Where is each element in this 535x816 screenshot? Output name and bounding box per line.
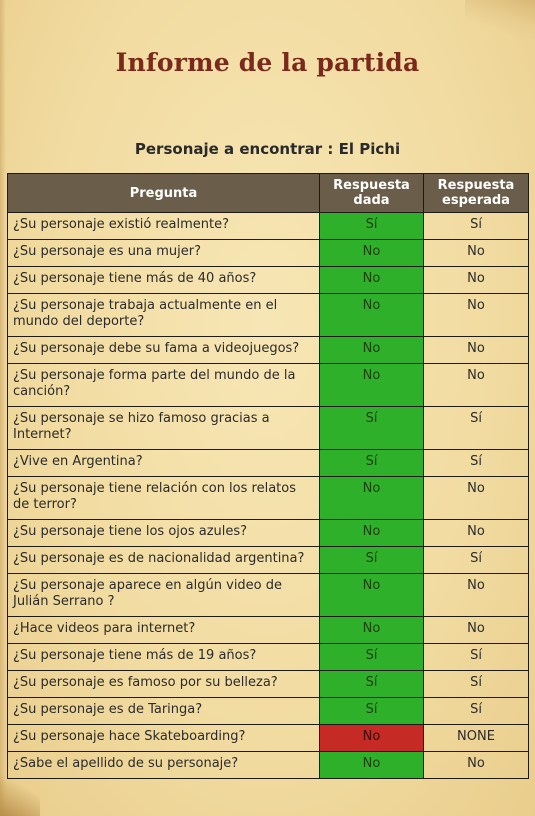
given-answer-cell: Sí <box>319 546 424 574</box>
table-row: ¿Sabe el apellido de su personaje? No No <box>7 751 529 779</box>
table-row: ¿Su personaje tiene relación con los rel… <box>7 476 529 520</box>
table-row: ¿Su personaje forma parte del mundo de l… <box>7 363 529 407</box>
question-cell: ¿Su personaje tiene más de 40 años? <box>7 266 320 294</box>
table-row: ¿Su personaje es de Taringa? Sí Sí <box>7 697 529 725</box>
question-cell: ¿Vive en Argentina? <box>7 449 320 477</box>
given-answer-cell: No <box>319 476 424 520</box>
given-answer-cell: No <box>319 616 424 644</box>
table-row: ¿Su personaje tiene más de 19 años? Sí Sí <box>7 643 529 671</box>
table-row: ¿Su personaje es una mujer? No No <box>7 239 529 267</box>
given-answer-cell: No <box>319 751 424 779</box>
question-cell: ¿Su personaje tiene más de 19 años? <box>7 643 320 671</box>
given-answer-cell: Sí <box>319 697 424 725</box>
expected-answer-cell: Sí <box>423 643 529 671</box>
question-cell: ¿Su personaje tiene relación con los rel… <box>7 476 320 520</box>
page-title: Informe de la partida <box>115 48 420 77</box>
expected-answer-cell: No <box>423 266 529 294</box>
given-answer-cell: Sí <box>319 212 424 240</box>
expected-answer-cell: Sí <box>423 449 529 477</box>
expected-answer-cell: No <box>423 616 529 644</box>
target-character-heading: Personaje a encontrar : El Pichi <box>134 140 401 158</box>
table-row: ¿Su personaje hace Skateboarding? No NONE <box>7 724 529 752</box>
table-row: ¿Hace videos para internet? No No <box>7 616 529 644</box>
expected-answer-cell: No <box>423 239 529 267</box>
table-row: ¿Su personaje aparece en algún video de … <box>7 573 529 617</box>
given-answer-cell: Sí <box>319 406 424 450</box>
question-cell: ¿Su personaje forma parte del mundo de l… <box>7 363 320 407</box>
question-cell: ¿Su personaje es famoso por su belleza? <box>7 670 320 698</box>
given-answer-cell: No <box>319 573 424 617</box>
expected-answer-cell: No <box>423 476 529 520</box>
expected-answer-cell: No <box>423 573 529 617</box>
given-answer-cell: No <box>319 239 424 267</box>
header-expected-answer: Respuesta esperada <box>423 173 529 213</box>
question-cell: ¿Su personaje existió realmente? <box>7 212 320 240</box>
table-header-row: Pregunta Respuesta dada Respuesta esperada <box>7 173 529 213</box>
question-cell: ¿Su personaje trabaja actualmente en el … <box>7 293 320 337</box>
given-answer-cell: Sí <box>319 449 424 477</box>
given-answer-cell: No <box>319 266 424 294</box>
expected-answer-cell: No <box>423 519 529 547</box>
header-given-answer: Respuesta dada <box>319 173 424 213</box>
expected-answer-cell: No <box>423 336 529 364</box>
expected-answer-cell: Sí <box>423 697 529 725</box>
expected-answer-cell: No <box>423 751 529 779</box>
question-cell: ¿Su personaje debe su fama a videojuegos… <box>7 336 320 364</box>
given-answer-cell: No <box>319 724 424 752</box>
given-answer-cell: No <box>319 293 424 337</box>
table-row: ¿Vive en Argentina? Sí Sí <box>7 449 529 477</box>
given-answer-cell: Sí <box>319 670 424 698</box>
header-question: Pregunta <box>7 173 320 213</box>
table-row: ¿Su personaje es de nacionalidad argenti… <box>7 546 529 574</box>
question-cell: ¿Su personaje es de Taringa? <box>7 697 320 725</box>
parchment-edge <box>0 0 6 816</box>
given-answer-cell: Sí <box>319 643 424 671</box>
expected-answer-cell: Sí <box>423 212 529 240</box>
question-cell: ¿Hace videos para internet? <box>7 616 320 644</box>
table-row: ¿Su personaje debe su fama a videojuegos… <box>7 336 529 364</box>
given-answer-cell: No <box>319 336 424 364</box>
question-cell: ¿Su personaje tiene los ojos azules? <box>7 519 320 547</box>
expected-answer-cell: No <box>423 363 529 407</box>
expected-answer-cell: Sí <box>423 546 529 574</box>
parchment-corner-decoration <box>465 0 535 40</box>
given-answer-cell: No <box>319 363 424 407</box>
question-cell: ¿Su personaje hace Skateboarding? <box>7 724 320 752</box>
game-report-table: Pregunta Respuesta dada Respuesta esperada… <box>7 173 529 779</box>
question-cell: ¿Su personaje se hizo famoso gracias a I… <box>7 406 320 450</box>
table-row: ¿Su personaje es famoso por su belleza? S… <box>7 670 529 698</box>
question-cell: ¿Su personaje es una mujer? <box>7 239 320 267</box>
expected-answer-cell: Sí <box>423 670 529 698</box>
table-row: ¿Su personaje trabaja actualmente en el … <box>7 293 529 337</box>
expected-answer-cell: NONE <box>423 724 529 752</box>
question-cell: ¿Sabe el apellido de su personaje? <box>7 751 320 779</box>
expected-answer-cell: Sí <box>423 406 529 450</box>
table-body: ¿Su personaje existió realmente? Sí Sí ¿Su … <box>7 212 529 779</box>
given-answer-cell: No <box>319 519 424 547</box>
expected-answer-cell: No <box>423 293 529 337</box>
table-row: ¿Su personaje tiene más de 40 años? No No <box>7 266 529 294</box>
table-row: ¿Su personaje tiene los ojos azules? No No <box>7 519 529 547</box>
question-cell: ¿Su personaje es de nacionalidad argenti… <box>7 546 320 574</box>
table-row: ¿Su personaje se hizo famoso gracias a I… <box>7 406 529 450</box>
question-cell: ¿Su personaje aparece en algún video de … <box>7 573 320 617</box>
table-row: ¿Su personaje existió realmente? Sí Sí <box>7 212 529 240</box>
